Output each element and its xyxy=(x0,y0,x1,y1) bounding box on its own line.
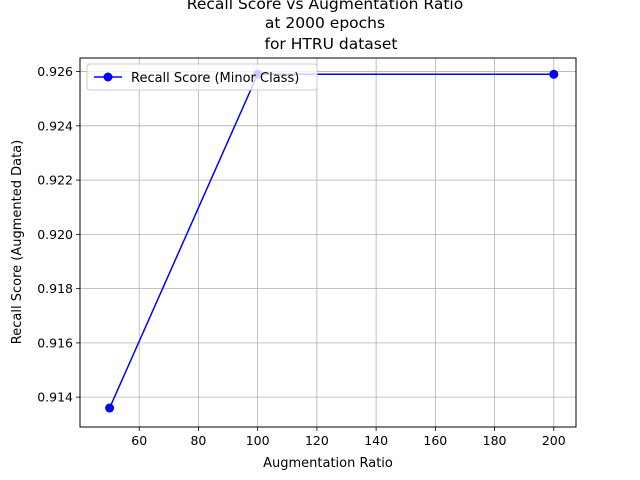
x-axis-label: Augmentation Ratio xyxy=(263,456,393,471)
y-tick-label: 0.922 xyxy=(37,173,73,188)
y-tick-label: 0.926 xyxy=(37,64,73,79)
legend-box xyxy=(86,63,318,91)
title-line-2: at 2000 epochs xyxy=(265,14,385,32)
x-tick-label: 180 xyxy=(483,433,507,448)
ticks: 60 80 100 120 140 160 180 200 0.914 0.916 0.918 0.9… xyxy=(37,64,566,448)
legend: Recall Score (Minor Class) xyxy=(86,63,318,91)
plot-frame xyxy=(79,57,577,428)
x-tick-label: 200 xyxy=(542,433,566,448)
x-tick-label: 120 xyxy=(305,433,329,448)
chart-title: Recall Score vs Augmentation Ratio at 20… xyxy=(187,0,463,53)
x-tick-label: 140 xyxy=(364,433,388,448)
data-point xyxy=(549,69,559,79)
grid xyxy=(80,58,576,427)
x-tick-label: 80 xyxy=(190,433,206,448)
y-tick-label: 0.914 xyxy=(37,390,73,405)
y-axis-label: Recall Score (Augmented Data) xyxy=(10,140,25,344)
legend-label: Recall Score (Minor Class) xyxy=(131,71,299,86)
y-tick-label: 0.916 xyxy=(37,335,73,350)
data-point xyxy=(105,403,115,413)
legend-marker-swatch xyxy=(103,72,113,82)
y-tick-label: 0.918 xyxy=(37,281,73,296)
x-tick-label: 100 xyxy=(246,433,270,448)
y-tick-label: 0.920 xyxy=(37,227,73,242)
y-tick-label: 0.924 xyxy=(37,118,73,133)
title-line-1: Recall Score vs Augmentation Ratio xyxy=(187,0,463,13)
x-tick-label: 60 xyxy=(131,433,147,448)
title-line-3: for HTRU dataset xyxy=(264,35,397,53)
x-tick-label: 160 xyxy=(423,433,447,448)
